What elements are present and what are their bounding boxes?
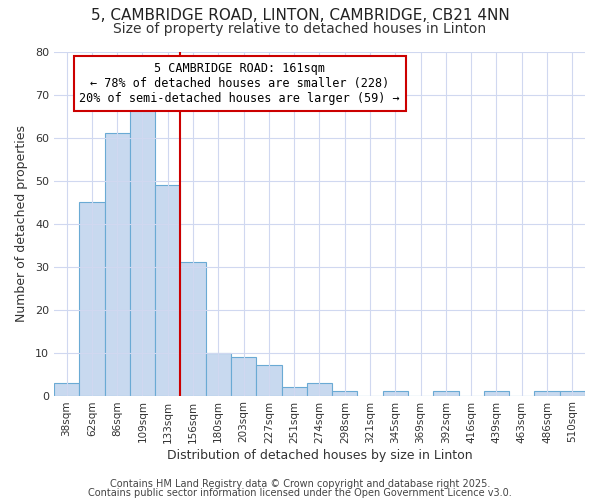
Y-axis label: Number of detached properties: Number of detached properties xyxy=(15,125,28,322)
Bar xyxy=(104,133,130,396)
Bar xyxy=(79,202,104,396)
Bar xyxy=(383,392,408,396)
Bar xyxy=(332,392,358,396)
Text: Contains HM Land Registry data © Crown copyright and database right 2025.: Contains HM Land Registry data © Crown c… xyxy=(110,479,490,489)
Bar xyxy=(433,392,458,396)
Bar xyxy=(181,262,206,396)
Text: Size of property relative to detached houses in Linton: Size of property relative to detached ho… xyxy=(113,22,487,36)
Bar xyxy=(54,382,79,396)
Bar xyxy=(307,382,332,396)
Text: 5 CAMBRIDGE ROAD: 161sqm
← 78% of detached houses are smaller (228)
20% of semi-: 5 CAMBRIDGE ROAD: 161sqm ← 78% of detach… xyxy=(79,62,400,105)
Bar xyxy=(206,352,231,396)
Bar xyxy=(535,392,560,396)
Bar xyxy=(484,392,509,396)
Bar xyxy=(155,185,181,396)
Text: Contains public sector information licensed under the Open Government Licence v3: Contains public sector information licen… xyxy=(88,488,512,498)
Text: 5, CAMBRIDGE ROAD, LINTON, CAMBRIDGE, CB21 4NN: 5, CAMBRIDGE ROAD, LINTON, CAMBRIDGE, CB… xyxy=(91,8,509,22)
X-axis label: Distribution of detached houses by size in Linton: Distribution of detached houses by size … xyxy=(167,450,472,462)
Bar xyxy=(281,387,307,396)
Bar xyxy=(560,392,585,396)
Bar xyxy=(130,108,155,396)
Bar xyxy=(256,366,281,396)
Bar xyxy=(231,357,256,396)
